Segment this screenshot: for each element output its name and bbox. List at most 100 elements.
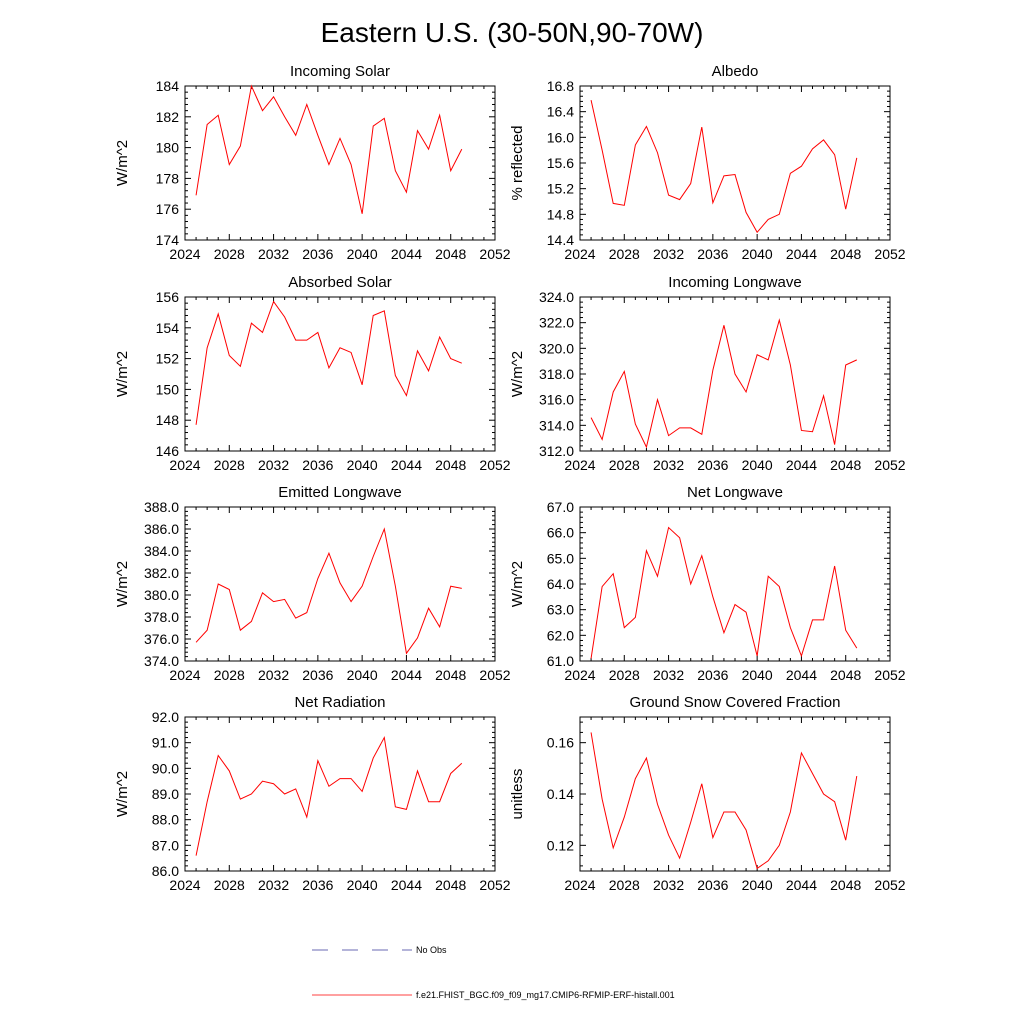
x-tick-label: 2028: [214, 667, 245, 683]
y-tick-label: 65.0: [547, 550, 574, 566]
y-tick-label: 14.8: [547, 206, 574, 222]
x-tick-label: 2052: [874, 667, 905, 683]
y-tick-label: 182: [156, 109, 180, 125]
y-tick-label: 16.0: [547, 129, 574, 145]
y-tick-label: 16.4: [547, 104, 574, 120]
x-tick-label: 2048: [830, 877, 861, 893]
y-tick-label: 320.0: [539, 340, 574, 356]
x-tick-label: 2040: [742, 877, 773, 893]
x-tick-label: 2048: [830, 667, 861, 683]
x-tick-label: 2036: [697, 877, 728, 893]
x-tick-label: 2044: [391, 667, 422, 683]
y-tick-label: 176: [156, 201, 180, 217]
chart-panel: Albedo % reflected 2024 2028 2032 2036 2040 204…: [509, 63, 906, 262]
y-tick-label: 184: [156, 78, 180, 94]
y-tick-label: 0.14: [547, 786, 574, 802]
x-tick-label: 2028: [609, 877, 640, 893]
y-tick-label: 180: [156, 140, 180, 156]
series-line: [590, 732, 858, 870]
y-tick-label: 0.12: [547, 837, 574, 853]
series-line: [590, 318, 858, 449]
y-tick-label: 64.0: [547, 576, 574, 592]
x-tick-label: 2044: [786, 246, 817, 262]
y-axis-label: W/m^2: [114, 561, 131, 607]
plot-frame: [184, 506, 496, 662]
x-tick-label: 2028: [609, 457, 640, 473]
series-line: [590, 100, 858, 234]
x-tick-label: 2044: [786, 877, 817, 893]
y-tick-label: 61.0: [547, 653, 574, 669]
y-tick-label: 378.0: [144, 609, 179, 625]
y-axis-label: W/m^2: [509, 561, 526, 607]
x-tick-label: 2044: [391, 246, 422, 262]
x-tick-label: 2024: [564, 457, 595, 473]
x-tick-label: 2044: [786, 667, 817, 683]
x-tick-label: 2024: [564, 667, 595, 683]
plot-frame: [579, 85, 891, 241]
chart-panel: Absorbed Solar W/m^2 2024 2028 2032 2036 2040 2…: [114, 274, 511, 473]
panel-title: Incoming Longwave: [668, 274, 801, 291]
y-tick-label: 178: [156, 170, 180, 186]
panel-title: Incoming Solar: [290, 63, 390, 80]
x-tick-label: 2036: [697, 457, 728, 473]
chart-panel: Incoming Longwave W/m^2 2024 2028 2032 2036 20…: [509, 274, 906, 473]
y-tick-label: 14.4: [547, 232, 574, 248]
x-tick-label: 2052: [479, 667, 510, 683]
chart-panel: Net Radiation W/m^2 2024 2028 2032 2036 2040 20…: [114, 694, 511, 893]
x-tick-label: 2024: [564, 877, 595, 893]
y-tick-label: 322.0: [539, 315, 574, 331]
plot-frame: [579, 716, 891, 872]
series-line: [590, 526, 858, 659]
x-tick-label: 2028: [214, 246, 245, 262]
x-tick-label: 2032: [258, 457, 289, 473]
y-tick-label: 148: [156, 412, 180, 428]
x-tick-label: 2048: [435, 457, 466, 473]
x-tick-label: 2048: [830, 246, 861, 262]
plot-frame: [184, 716, 496, 872]
y-tick-label: 388.0: [144, 499, 179, 515]
x-tick-label: 2048: [830, 457, 861, 473]
x-tick-label: 2052: [479, 457, 510, 473]
y-tick-label: 15.6: [547, 155, 574, 171]
x-tick-label: 2040: [347, 667, 378, 683]
x-tick-label: 2032: [653, 246, 684, 262]
x-tick-label: 2040: [742, 457, 773, 473]
y-axis-label: W/m^2: [114, 140, 131, 186]
y-axis-label: W/m^2: [114, 351, 131, 397]
panel-title: Net Longwave: [687, 484, 783, 501]
x-tick-label: 2040: [742, 667, 773, 683]
y-axis-label: W/m^2: [114, 771, 131, 817]
chart-panel: Ground Snow Covered Fraction unitless 2024…: [509, 694, 906, 893]
panel-grid: Incoming Solar W/m^2 2024 2028 2032 2036 2040 2…: [114, 63, 906, 893]
y-tick-label: 63.0: [547, 602, 574, 618]
panel-title: Albedo: [712, 63, 759, 80]
legend-model-label: f.e21.FHIST_BGC.f09_f09_mg17.CMIP6-RFMIP…: [416, 990, 675, 1000]
y-tick-label: 382.0: [144, 565, 179, 581]
x-tick-label: 2048: [435, 667, 466, 683]
series-line: [195, 735, 463, 856]
x-tick-label: 2052: [874, 246, 905, 262]
x-tick-label: 2024: [169, 457, 200, 473]
chart-panel: Emitted Longwave W/m^2 2024 2028 2032 2036 204…: [114, 484, 511, 683]
y-tick-label: 62.0: [547, 627, 574, 643]
x-tick-label: 2052: [874, 457, 905, 473]
chart-panel: Net Longwave W/m^2 2024 2028 2032 2036 2040 204…: [509, 484, 906, 683]
x-tick-label: 2024: [564, 246, 595, 262]
x-tick-label: 2032: [258, 877, 289, 893]
x-tick-label: 2036: [302, 457, 333, 473]
x-tick-label: 2028: [214, 877, 245, 893]
chart-panel: Incoming Solar W/m^2 2024 2028 2032 2036 2040 2…: [114, 63, 511, 262]
y-tick-label: 174: [156, 232, 180, 248]
plot-frame: [579, 506, 891, 662]
figure-title: Eastern U.S. (30-50N,90-70W): [321, 17, 704, 48]
y-axis-label: % reflected: [509, 125, 526, 200]
y-tick-label: 89.0: [152, 786, 179, 802]
series-line: [195, 300, 462, 425]
x-tick-label: 2024: [169, 667, 200, 683]
y-tick-label: 87.0: [152, 837, 179, 853]
y-tick-label: 154: [156, 320, 180, 336]
x-tick-label: 2036: [697, 667, 728, 683]
y-tick-label: 324.0: [539, 289, 574, 305]
y-tick-label: 312.0: [539, 443, 574, 459]
